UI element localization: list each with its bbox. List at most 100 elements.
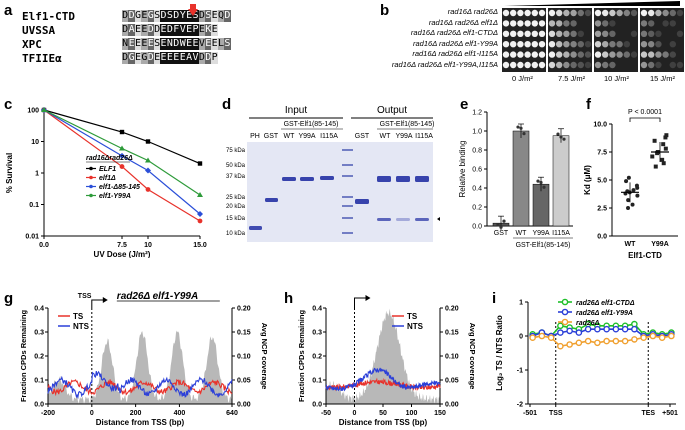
- colony-spot: [556, 30, 563, 37]
- colony-spot: [602, 41, 609, 48]
- binding-bar-chart: 0.0 0.2 0.4 0.6 0.8 1.0 1.2 Relative binding GST…: [458, 110, 573, 249]
- colony-spot: [623, 51, 630, 58]
- data-point: [566, 341, 573, 348]
- dose-label: 0 J/m²: [512, 74, 533, 83]
- colony-spot: [563, 30, 570, 37]
- colony-spot: [640, 20, 648, 27]
- y2-tick-label: 0.20: [445, 306, 459, 313]
- data-point: [603, 325, 610, 333]
- protein-band: [320, 176, 334, 180]
- colony-spot: [602, 61, 609, 69]
- y-tick-label: 1: [519, 300, 523, 307]
- data-point: [557, 329, 564, 336]
- x-tick-label: 10: [144, 242, 152, 249]
- series-line: [532, 323, 672, 337]
- colony-spot: [640, 61, 648, 69]
- colony-spot: [531, 51, 538, 58]
- y-tick-label: 0.3: [34, 330, 44, 337]
- panel-d-label: d: [222, 96, 232, 113]
- colony-spot: [556, 20, 563, 27]
- x-tick-label: 0: [353, 410, 357, 417]
- protein-band: [415, 218, 429, 221]
- lane-label: I115A: [415, 133, 433, 140]
- colony-spot: [630, 51, 638, 58]
- lane-label: Y99A: [298, 133, 315, 140]
- data-point: [621, 325, 629, 333]
- colony-spot: [570, 51, 577, 58]
- colony-spot: [609, 51, 616, 58]
- lane-label: GST: [264, 133, 279, 140]
- colony-spot: [531, 30, 538, 37]
- colony-spot: [594, 41, 602, 48]
- colony-spot: [602, 30, 609, 37]
- replicate-point: [519, 126, 523, 130]
- colony-spot: [623, 9, 630, 17]
- colony-spot: [538, 30, 546, 37]
- colony-spot: [517, 30, 524, 37]
- colony-spot: [538, 41, 546, 48]
- data-point: [41, 107, 47, 112]
- legend-marker: [89, 175, 93, 180]
- data-point: [635, 185, 640, 190]
- colony-spot: [531, 20, 538, 27]
- colony-spot: [640, 9, 648, 17]
- colony-spot: [609, 9, 616, 17]
- colony-spot: [531, 41, 538, 48]
- replicate-point: [499, 225, 503, 229]
- colony-spot: [524, 51, 531, 58]
- colony-spot: [510, 9, 517, 17]
- data-point: [612, 325, 620, 333]
- replicate-point: [562, 137, 566, 141]
- colony-spot: [563, 61, 570, 69]
- colony-spot: [648, 20, 655, 27]
- colony-spot: [510, 51, 517, 58]
- colony-spot: [630, 9, 638, 17]
- x-tick-label: 15.0: [193, 242, 207, 249]
- x-tick-label: 100: [406, 410, 418, 417]
- data-point: [640, 334, 647, 342]
- y2-tick-label: 0.05: [445, 378, 459, 385]
- x-tick-label: 50: [379, 410, 387, 417]
- colony-spot: [584, 41, 592, 48]
- colony-spot: [623, 41, 630, 48]
- data-point: [557, 342, 564, 350]
- y-tick-label: 0: [519, 334, 523, 341]
- protein-band: [415, 176, 429, 182]
- gel-background: [247, 142, 433, 242]
- strain-label: rad16Δ rad26Δ elf1-I115A: [412, 49, 498, 58]
- colony-spot: [538, 51, 546, 58]
- data-point: [603, 337, 610, 345]
- colony-spot: [548, 20, 556, 27]
- x-tick-label: 7.5: [117, 242, 127, 249]
- data-point: [631, 336, 638, 343]
- panel-g-label: g: [4, 290, 14, 307]
- significance-bracket: [629, 117, 661, 122]
- marker-label: 25 kDa: [226, 195, 246, 201]
- y-tick-label: 0.4: [472, 186, 482, 193]
- colony-spot: [510, 30, 517, 37]
- data-point: [119, 145, 125, 151]
- dose-label: 10 J/m²: [604, 74, 630, 83]
- colony-spot: [556, 51, 563, 58]
- colony-spot: [609, 61, 616, 69]
- series-line: [43, 109, 201, 165]
- spot-assay-image: [502, 1, 684, 72]
- protein-band: [249, 226, 262, 230]
- spot-plate: [594, 8, 638, 72]
- colony-spot: [524, 41, 531, 48]
- x-tick-label: 150: [434, 410, 446, 417]
- legend-marker: [561, 318, 569, 326]
- x-tick-label: 0.0: [39, 242, 49, 249]
- y-tick-label: 1.2: [472, 110, 482, 117]
- data-point: [594, 339, 601, 347]
- colony-spot: [609, 41, 616, 48]
- colony-spot: [662, 9, 669, 17]
- y-tick-label: 0.0: [597, 234, 607, 241]
- data-point: [624, 179, 629, 184]
- x-tick-label: WT: [625, 241, 637, 248]
- legend-marker: [561, 308, 569, 316]
- arrow-left-icon: [437, 217, 440, 221]
- protein-band: [377, 218, 391, 221]
